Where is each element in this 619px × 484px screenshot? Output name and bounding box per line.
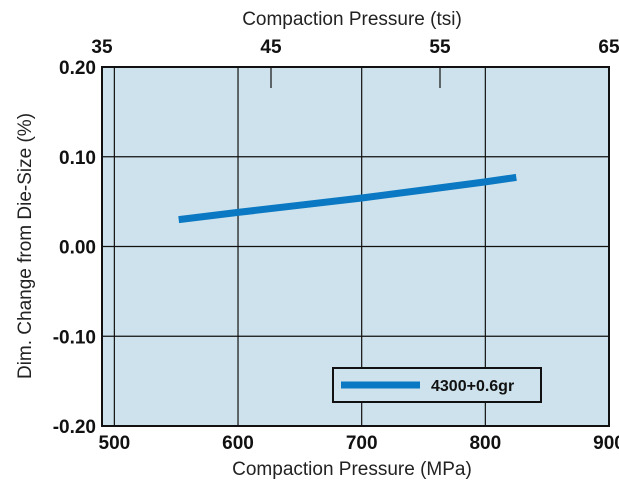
x-tick-label: 900 — [593, 433, 619, 454]
x2-axis-title: Compaction Pressure (tsi) — [242, 9, 462, 30]
y-tick-label: -0.20 — [53, 417, 96, 438]
x-tick-label: 700 — [346, 433, 378, 454]
series-layer — [178, 173, 517, 224]
y-tick-label: 0.00 — [59, 238, 96, 259]
legend: 4300+0.6gr — [332, 367, 542, 403]
tick-labels: 500 600 700 800 900 35 45 55 65 0.20 0.10 0.00 -0.10… — [53, 37, 619, 454]
x2-tick-label: 65 — [598, 37, 619, 58]
legend-label: 4300+0.6gr — [431, 378, 514, 395]
y-tick-label: 0.20 — [59, 58, 96, 79]
y-tick-label: 0.10 — [59, 148, 96, 169]
x2-tick-label: 45 — [260, 37, 282, 58]
x-axis-title: Compaction Pressure (MPa) — [232, 459, 472, 480]
y-tick-label: -0.10 — [53, 327, 96, 348]
gridlines — [102, 67, 609, 426]
x2-tick-label: 55 — [429, 37, 451, 58]
x-tick-label: 500 — [99, 433, 131, 454]
x2-tick-label: 35 — [91, 37, 113, 58]
x-tick-label: 800 — [469, 433, 501, 454]
y-axis-title: Dim. Change from Die-Size (%) — [15, 113, 36, 379]
series-line — [178, 173, 517, 224]
plot-border — [101, 66, 610, 427]
x-tick-label: 600 — [222, 433, 254, 454]
